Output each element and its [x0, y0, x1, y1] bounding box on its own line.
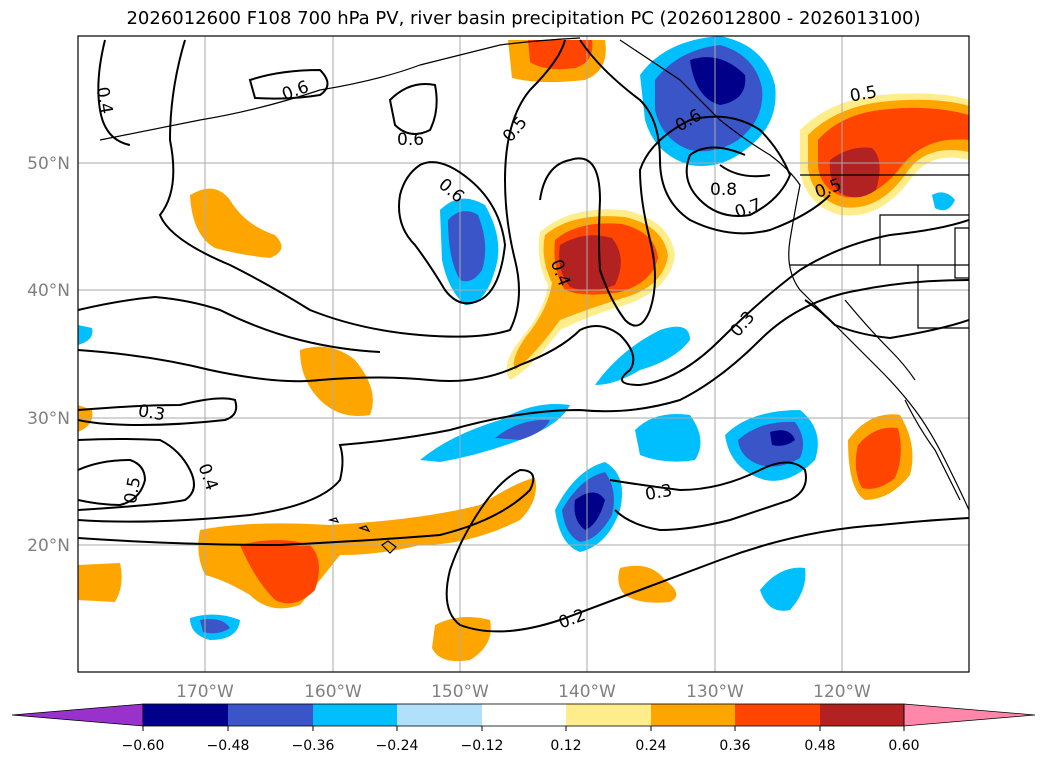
coastlines: [99, 37, 969, 554]
colorbar-bin: [313, 704, 397, 726]
colorbar-bin: [482, 704, 566, 726]
colorbar-tick-label: −0.12: [461, 738, 504, 754]
colorbar-bin: [228, 704, 313, 726]
lon-label: 120°W: [813, 682, 871, 702]
lon-label: 170°W: [176, 682, 234, 702]
colorbar-bin: [820, 704, 904, 726]
lat-label: 30°N: [27, 409, 70, 429]
contour-label: 0.5: [848, 82, 878, 106]
lon-label: 130°W: [686, 682, 744, 702]
colorbar-bin: [735, 704, 820, 726]
longitude-labels: 170°W 160°W 150°W 140°W 130°W 120°W: [176, 682, 871, 702]
lat-label: 40°N: [27, 281, 70, 301]
negative-anomaly-gulf: [440, 198, 499, 305]
positive-anomaly-baja: [848, 414, 913, 500]
colorbar-tick-label: −0.60: [122, 738, 165, 754]
negative-anomaly-subtropics: [78, 192, 955, 640]
colorbar-bin: [566, 704, 651, 726]
colorbar-tick-label: 0.60: [888, 738, 919, 754]
positive-anomaly-nw: [78, 188, 373, 432]
contour-label: 0.4: [92, 85, 116, 115]
colorbar-bin: [143, 704, 228, 726]
colorbar-tick-label: 0.12: [550, 738, 581, 754]
lon-label: 150°W: [431, 682, 489, 702]
contour-label: 0.5: [121, 475, 145, 505]
colorbar-extend-high: [903, 703, 1036, 727]
lat-label: 20°N: [27, 536, 70, 556]
colorbar-extend-low: [11, 703, 144, 727]
colorbar-tick-label: 0.24: [635, 738, 666, 754]
latitude-labels: 50°N 40°N 30°N 20°N: [27, 154, 70, 556]
contour-label: 0.6: [397, 130, 424, 150]
colorbar-ticks: [142, 726, 905, 731]
colorbar-outline: [142, 703, 905, 727]
colorbar-tick-label: 0.36: [719, 738, 750, 754]
colorbar-tick-label: −0.24: [376, 738, 419, 754]
positive-anomaly-north: [508, 40, 606, 83]
map-frame: [77, 35, 970, 673]
pv-contours: [78, 39, 969, 633]
contour-label: 0.3: [644, 481, 674, 505]
colorbar-tick-label: −0.48: [207, 738, 250, 754]
colorbar-tick-label: −0.36: [292, 738, 335, 754]
lon-label: 160°W: [304, 682, 362, 702]
contour-label: 0.8: [710, 180, 737, 200]
lat-label: 50°N: [27, 154, 70, 174]
graticule: [78, 36, 969, 672]
colorbar-tick-labels: −0.60 −0.48 −0.36 −0.24 −0.12 0.12 0.24 …: [122, 738, 920, 754]
map-area: 0.4 0.6 0.6 0.6 0.5 0.5 0.6 0.8 0.7 0.5 …: [78, 36, 969, 672]
colorbar-tick-label: 0.48: [804, 738, 835, 754]
colorbar-bin: [651, 704, 735, 726]
lon-label: 140°W: [558, 682, 616, 702]
contour-label: 0.3: [136, 401, 166, 425]
map-title: 2026012600 F108 700 hPa PV, river basin …: [126, 8, 921, 29]
colorbar: −0.60 −0.48 −0.36 −0.24 −0.12 0.12 0.24 …: [11, 703, 1036, 754]
positive-anomaly-central: [506, 209, 675, 380]
colorbar-bin: [397, 704, 482, 726]
